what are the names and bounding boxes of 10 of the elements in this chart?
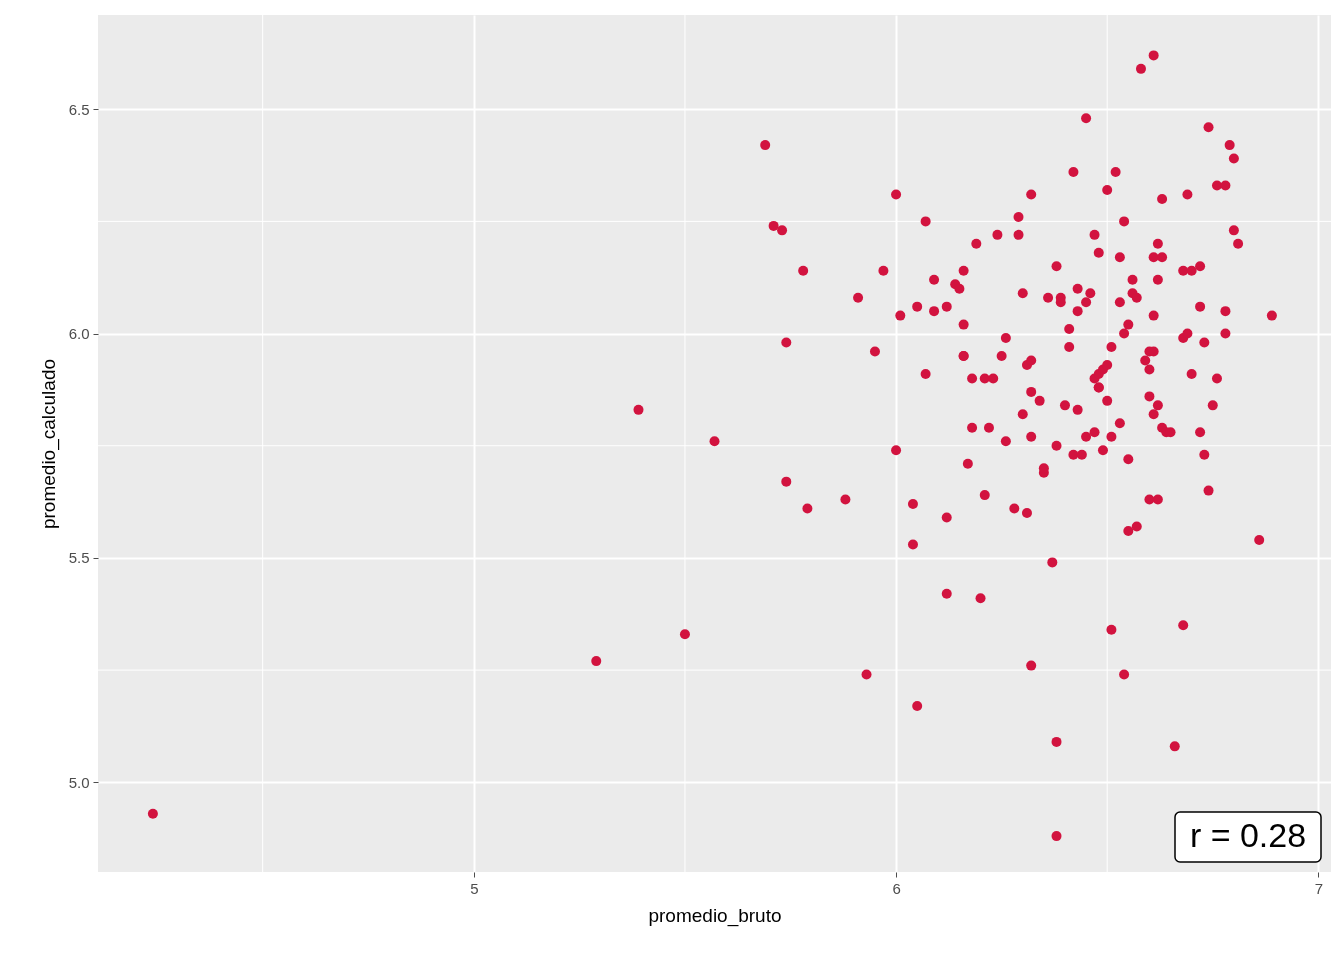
y-tick-label: 5.0 bbox=[68, 773, 90, 791]
y-tick-label: 6.5 bbox=[68, 100, 90, 118]
y-tick-label: 6.0 bbox=[68, 325, 90, 343]
x-tick-label: 5 bbox=[470, 879, 479, 897]
y-axis-title: promedio_calculado bbox=[37, 358, 60, 530]
x-axis-title: promedio_bruto bbox=[648, 904, 782, 927]
y-tick-label: 5.5 bbox=[68, 549, 90, 567]
x-tick-label: 6 bbox=[892, 879, 901, 897]
x-tick-label: 7 bbox=[1314, 879, 1323, 897]
annotation: r = 0.28 bbox=[1189, 816, 1307, 854]
